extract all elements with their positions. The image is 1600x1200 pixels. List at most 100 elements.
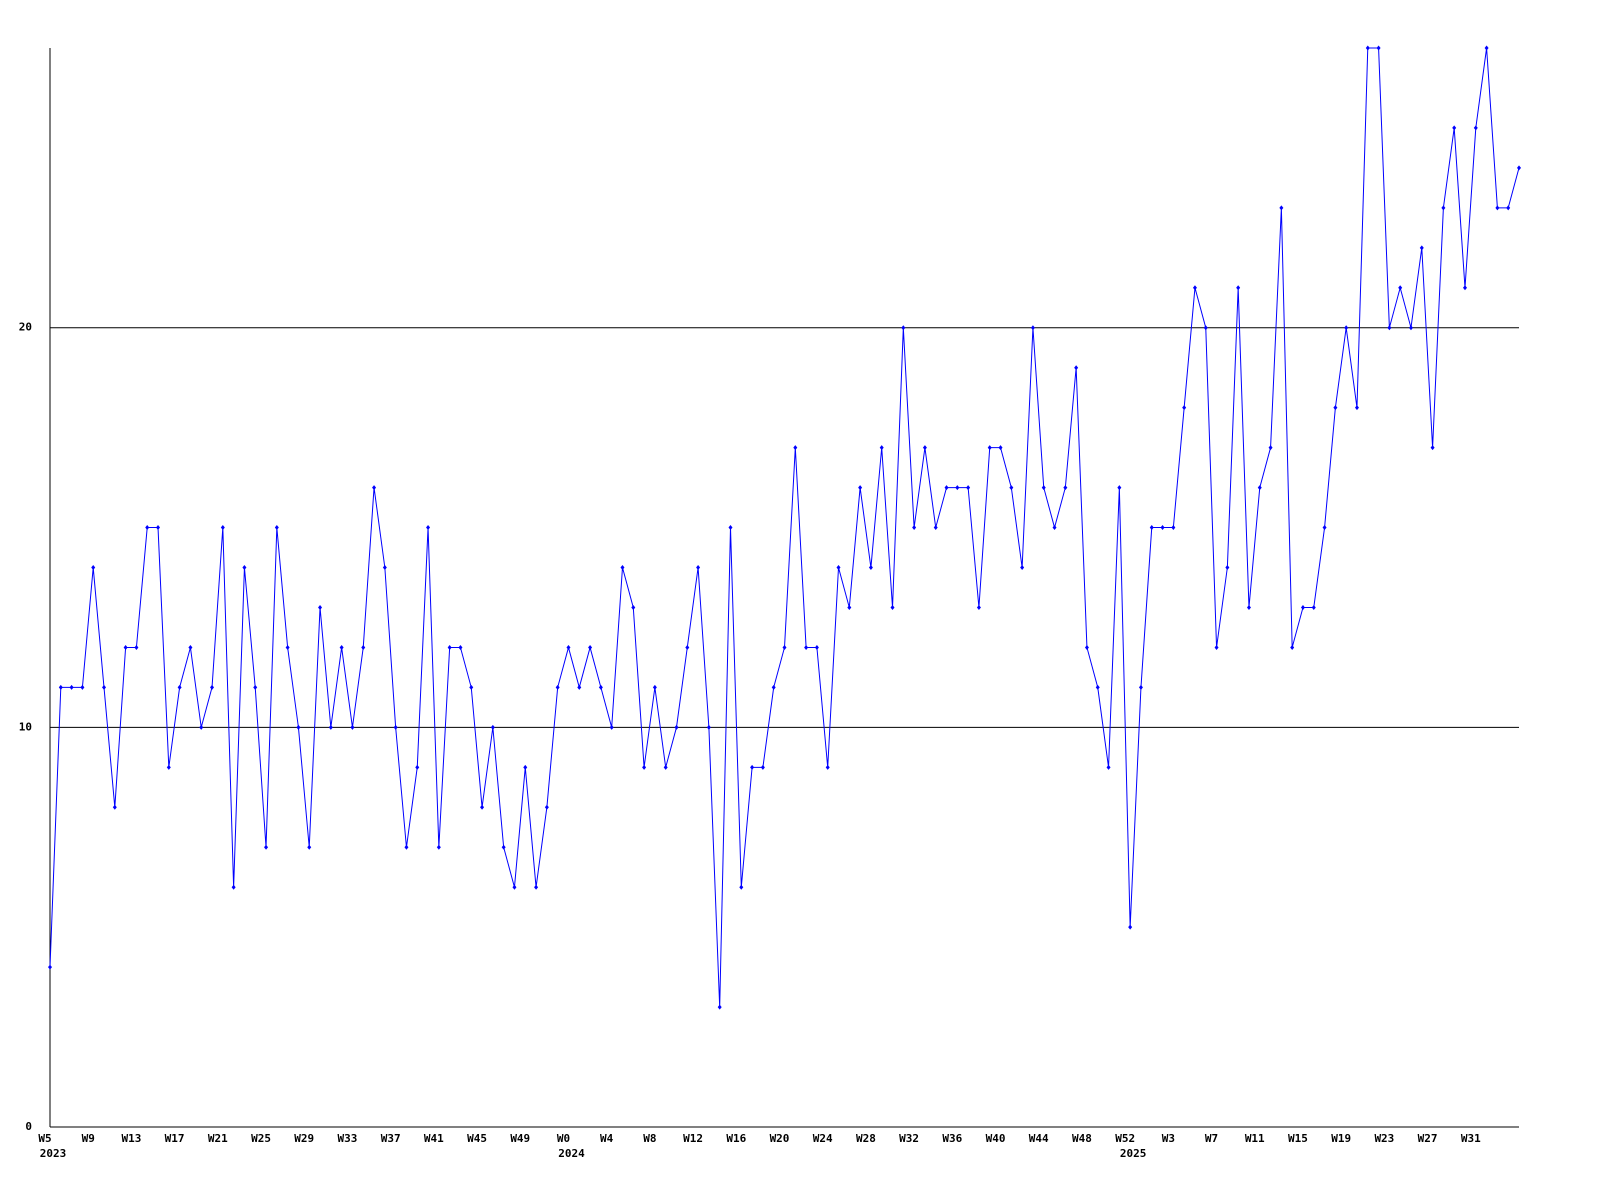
x-tick-label: W29 [294, 1132, 314, 1145]
data-point [566, 644, 571, 650]
data-point [1419, 245, 1424, 251]
data-point [372, 485, 377, 491]
data-point [1192, 285, 1197, 291]
data-point [328, 724, 333, 730]
data-point [123, 644, 128, 650]
data-point [199, 724, 204, 730]
data-point [1290, 644, 1295, 650]
data-point [922, 445, 927, 451]
x-tick-label: W32 [899, 1132, 919, 1145]
data-point [1041, 485, 1046, 491]
x-tick-label: W15 [1288, 1132, 1308, 1145]
data-point [1095, 684, 1100, 690]
y-tick-label: 0 [25, 1120, 32, 1133]
data-point [264, 844, 269, 850]
data-point [58, 684, 63, 690]
data-point [1117, 485, 1122, 491]
data-point [1322, 525, 1327, 531]
data-point [318, 604, 323, 610]
data-point [512, 884, 517, 890]
data-point [80, 684, 85, 690]
x-tick-label: W7 [1205, 1132, 1218, 1145]
data-point [361, 644, 366, 650]
x-tick-label: W31 [1461, 1132, 1481, 1145]
x-tick-label: W17 [165, 1132, 185, 1145]
data-point [393, 724, 398, 730]
data-point [1052, 525, 1057, 531]
data-point [188, 644, 193, 650]
x-tick-label: W5 [38, 1132, 51, 1145]
data-point [825, 764, 830, 770]
data-point [447, 644, 452, 650]
data-point [760, 764, 765, 770]
data-point [339, 644, 344, 650]
data-point [1354, 405, 1359, 411]
data-point [253, 684, 258, 690]
data-point [1473, 125, 1478, 131]
data-point [966, 485, 971, 491]
x-tick-label: W13 [121, 1132, 141, 1145]
data-point [1009, 485, 1014, 491]
data-point [1408, 325, 1413, 331]
data-point [1225, 565, 1230, 571]
data-point [890, 604, 895, 610]
data-point [868, 565, 873, 571]
data-point [717, 1004, 722, 1010]
x-tick-label: W24 [813, 1132, 833, 1145]
data-point [588, 644, 593, 650]
x-tick-label: W12 [683, 1132, 703, 1145]
data-point [1398, 285, 1403, 291]
data-point [555, 684, 560, 690]
data-point [836, 565, 841, 571]
data-point [156, 525, 161, 531]
data-point [1160, 525, 1165, 531]
data-point [804, 644, 809, 650]
data-point [458, 644, 463, 650]
data-point [858, 485, 863, 491]
x-tick-label: W11 [1245, 1132, 1265, 1145]
data-point [285, 644, 290, 650]
data-point [415, 764, 420, 770]
data-point [1344, 325, 1349, 331]
data-point [642, 764, 647, 770]
data-point [1182, 405, 1187, 411]
data-point [112, 804, 117, 810]
data-point [490, 724, 495, 730]
data-point [436, 844, 441, 850]
data-point [663, 764, 668, 770]
x-tick-label: W48 [1072, 1132, 1092, 1145]
data-point [242, 565, 247, 571]
data-point [912, 525, 917, 531]
x-year-label: 2025 [1120, 1147, 1147, 1160]
x-year-label: 2023 [40, 1147, 67, 1160]
data-point [782, 644, 787, 650]
data-point [739, 884, 744, 890]
data-point [1311, 604, 1316, 610]
x-tick-label: W37 [381, 1132, 401, 1145]
data-point [598, 684, 603, 690]
data-point [382, 565, 387, 571]
x-tick-label: W0 [557, 1132, 570, 1145]
data-point [685, 644, 690, 650]
data-point [814, 644, 819, 650]
data-point [210, 684, 215, 690]
data-point [1257, 485, 1262, 491]
data-point [102, 684, 107, 690]
data-point [166, 764, 171, 770]
data-point [944, 485, 949, 491]
data-point [1020, 565, 1025, 571]
data-point [1149, 525, 1154, 531]
data-point [728, 525, 733, 531]
data-point [1300, 604, 1305, 610]
data-point [1506, 205, 1511, 211]
data-point [1462, 285, 1467, 291]
data-point [145, 525, 150, 531]
x-tick-label: W27 [1418, 1132, 1438, 1145]
data-point [501, 844, 506, 850]
data-point [69, 684, 74, 690]
x-tick-label: W9 [82, 1132, 95, 1145]
data-point [750, 764, 755, 770]
data-point [1084, 644, 1089, 650]
data-point [1333, 405, 1338, 411]
data-point [1517, 165, 1521, 171]
